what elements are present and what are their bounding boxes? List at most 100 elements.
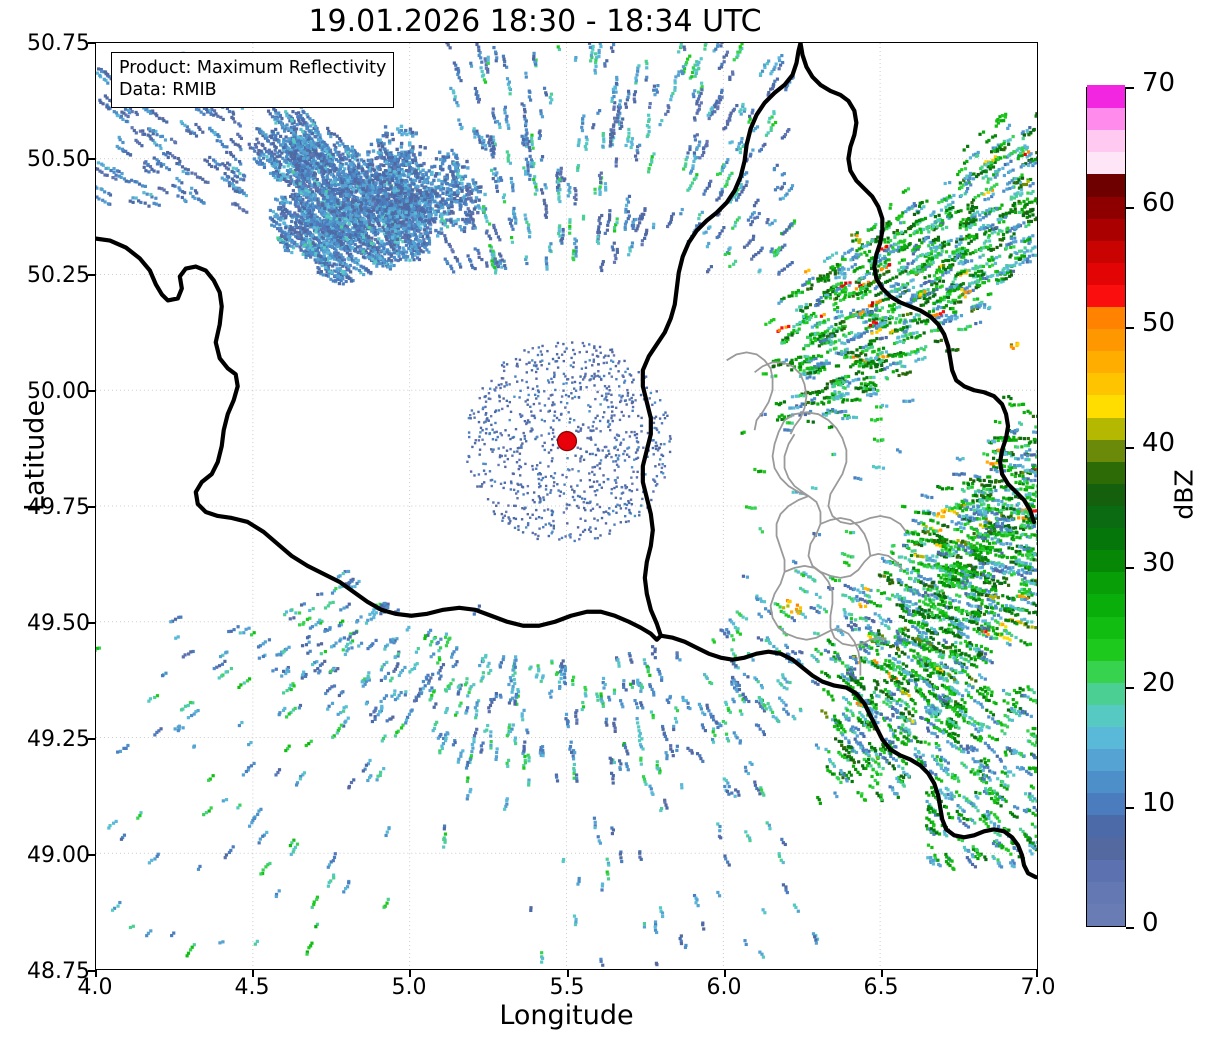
radar-echo-pixel: [301, 123, 305, 127]
radar-echo-pixel: [389, 265, 393, 269]
radar-echo-pixel: [317, 225, 321, 229]
radar-echo-pixel: [654, 465, 657, 468]
radar-echo-pixel: [404, 230, 408, 234]
radar-echo-pixel: [332, 154, 336, 158]
radar-echo-pixel: [428, 227, 432, 231]
radar-echo-pixel: [282, 177, 286, 182]
radar-echo-pixel: [512, 488, 516, 492]
radar-echo-pixel: [607, 354, 610, 358]
radar-echo-pixel: [286, 157, 290, 161]
radar-echo-pixel: [619, 443, 622, 446]
radar-echo-pixel: [283, 235, 287, 239]
radar-echo-pixel: [570, 392, 573, 395]
radar-echo-pixel: [396, 252, 400, 256]
radar-echo-pixel: [539, 484, 542, 488]
radar-echo-pixel: [311, 147, 316, 151]
radar-echo-pixel: [291, 137, 296, 142]
radar-echo-pixel: [609, 367, 612, 371]
radar-echo-pixel: [342, 155, 347, 160]
radar-echo-pixel: [357, 268, 362, 273]
radar-echo-pixel: [390, 161, 394, 165]
radar-echo-pixel: [283, 150, 287, 154]
radar-echo-pixel: [584, 519, 587, 522]
radar-echo-pixel: [327, 130, 331, 134]
radar-echo-pixel: [532, 414, 536, 417]
radar-echo-pixel: [326, 258, 330, 262]
radar-echo-pixel: [266, 109, 271, 113]
radar-echo-pixel: [322, 246, 326, 250]
radar-echo-pixel: [313, 180, 317, 184]
radar-echo-pixel: [309, 146, 313, 150]
radar-echo-pixel: [287, 116, 291, 120]
radar-echo-pixel: [529, 405, 532, 409]
radar-echo-pixel: [291, 143, 295, 147]
radar-echo-pixel: [596, 374, 600, 378]
radar-echo-pixel: [603, 445, 607, 449]
radar-echo-pixel: [668, 440, 671, 443]
radar-echo-pixel: [367, 168, 371, 172]
radar-echo-pixel: [349, 252, 353, 256]
radar-echo-pixel: [622, 438, 625, 441]
radar-echo-pixel: [631, 405, 635, 409]
radar-echo-pixel: [626, 447, 629, 450]
radar-echo-pixel: [288, 140, 292, 144]
radar-echo-pixel: [654, 444, 657, 448]
radar-echo-pixel: [315, 248, 320, 252]
radar-echo-pixel: [434, 212, 438, 217]
map-plot-area[interactable]: [95, 42, 1038, 970]
radar-echo-pixel: [277, 140, 281, 144]
radar-echo-pixel: [539, 409, 542, 412]
radar-echo-pixel: [297, 220, 302, 224]
radar-echo-pixel: [276, 227, 280, 231]
radar-echo-pixel: [327, 241, 331, 245]
radar-echo-pixel: [293, 240, 297, 244]
radar-echo-pixel: [370, 209, 374, 214]
radar-echo-pixel: [539, 500, 542, 503]
radar-echo-pixel: [316, 182, 320, 186]
radar-echo-pixel: [354, 267, 358, 271]
radar-echo-pixel: [284, 139, 288, 143]
radar-echo-pixel: [319, 270, 324, 274]
radar-echo-pixel: [549, 448, 553, 452]
radar-echo-pixel: [373, 250, 377, 255]
radar-echo-pixel: [551, 443, 555, 447]
radar-echo-pixel: [535, 436, 538, 439]
radar-echo-pixel: [583, 528, 587, 532]
radar-echo-pixel: [361, 179, 365, 183]
radar-echo-pixel: [593, 465, 597, 469]
radar-echo-pixel: [305, 243, 310, 247]
radar-echo-pixel: [305, 127, 309, 131]
radar-echo-pixel: [513, 504, 516, 507]
radar-echo-pixel: [387, 257, 391, 261]
radar-echo-pixel: [607, 405, 610, 409]
radar-echo-pixel: [257, 127, 261, 131]
radar-echo-pixel: [551, 393, 554, 397]
radar-echo-pixel: [513, 395, 516, 398]
radar-echo-pixel: [625, 403, 628, 406]
radar-echo-pixel: [592, 377, 595, 380]
radar-echo-pixel: [309, 152, 314, 156]
radar-echo-pixel: [306, 209, 310, 213]
radar-echo-pixel: [311, 208, 316, 212]
radar-echo-pixel: [484, 412, 488, 415]
radar-echo-pixel: [514, 357, 518, 361]
radar-echo-pixel: [302, 202, 306, 206]
radar-echo-pixel: [572, 361, 575, 364]
radar-echo-pixel: [326, 229, 331, 234]
radar-echo-pixel: [322, 250, 326, 254]
radar-echo-pixel: [573, 489, 576, 493]
radar-echo-pixel: [345, 151, 349, 155]
radar-echo-pixel: [663, 442, 666, 446]
radar-echo-pixel: [279, 240, 283, 244]
radar-echo-pixel: [605, 395, 608, 398]
radar-echo-pixel: [652, 490, 655, 493]
radar-echo-pixel: [325, 260, 329, 265]
radar-echo-pixel: [328, 225, 332, 229]
radar-echo-pixel: [314, 131, 318, 135]
radar-echo-pixel: [552, 519, 555, 523]
radar-echo-pixel: [367, 236, 371, 240]
radar-echo-pixel: [296, 202, 300, 206]
radar-echo-pixel: [423, 210, 427, 214]
radar-echo-pixel: [299, 201, 303, 205]
radar-echo-pixel: [271, 171, 276, 175]
